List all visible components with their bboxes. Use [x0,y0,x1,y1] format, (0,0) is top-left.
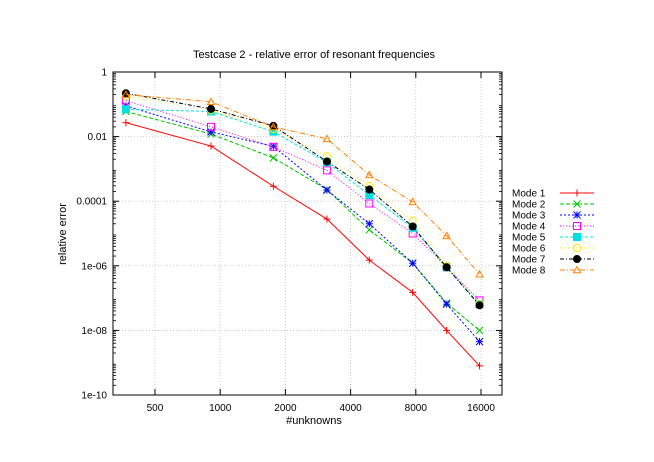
data-point [122,119,130,127]
legend-label: Mode 5 [512,233,546,244]
legend-label: Mode 4 [512,222,546,233]
y-tick-label: 1e-06 [81,261,107,272]
data-point [365,256,373,264]
legend-entry: Mode 8 [512,265,594,277]
legend-entry: Mode 5 [512,233,594,244]
y-tick-label: 0.0001 [76,197,107,208]
legend-entry: Mode 6 [512,244,594,255]
data-point [323,186,331,194]
legend-marker [573,222,581,230]
data-point [365,199,374,208]
data-point [443,326,451,334]
series-line [125,108,480,305]
data-point [206,97,216,106]
x-tick-label: 4000 [339,403,362,414]
data-point [442,231,451,240]
legend-entry: Mode 4 [512,222,594,233]
series-line [125,100,480,301]
x-tick-label: 500 [147,403,164,414]
series-line [125,95,480,305]
series-1 [122,119,484,370]
data-point [269,153,278,162]
legend-marker [573,255,581,263]
data-point [475,337,484,346]
series-4 [121,96,484,305]
legend-label: Mode 3 [512,211,546,222]
data-point [476,362,484,370]
data-point [322,134,332,143]
x-axis-label: #unknowns [286,415,342,427]
data-point [269,182,277,190]
series-group [121,89,484,370]
data-point [207,122,216,131]
data-point [408,222,417,231]
series-line [125,94,480,275]
axis-ticks: 500 1000 2000 4000 8000 16000 1e-10 1e-08 1e-06 0… [76,68,502,414]
grid [113,72,502,395]
data-point [365,225,374,234]
series-2 [122,107,484,335]
legend-label: Mode 2 [512,200,546,211]
data-point [442,263,451,272]
data-point [322,157,331,166]
legend-marker [573,211,581,219]
legend-label: Mode 1 [512,189,546,200]
data-point [365,219,374,228]
y-tick-label: 1 [101,68,107,79]
x-tick-label: 1000 [209,403,232,414]
legend-marker [573,233,581,241]
legend-marker [572,265,582,274]
series-3 [122,101,484,346]
data-point [207,142,215,150]
y-tick-label: 1e-10 [81,391,107,402]
data-point [269,122,278,131]
x-tick-label: 16000 [467,403,495,414]
data-point [408,197,418,206]
data-point [323,215,331,223]
data-point [269,142,278,151]
data-point [121,90,131,98]
x-tick-label: 8000 [405,403,428,414]
data-point [475,301,484,310]
y-tick-label: 1e-08 [81,326,107,337]
legend-entry: Mode 2 [512,200,594,211]
series-line [125,105,480,342]
series-7 [121,89,484,310]
series-8 [121,90,484,278]
data-point [475,326,484,335]
plot-frame [112,71,503,396]
legend-entry: Mode 1 [512,189,594,200]
data-point [207,128,215,136]
legend-marker [573,189,581,197]
data-point [408,259,417,268]
data-point [442,300,451,308]
series-line [125,110,480,331]
data-point [269,142,278,151]
data-point [365,185,374,194]
data-point [475,269,484,278]
legend-label: Mode 8 [512,266,546,277]
data-point [409,288,417,296]
legend-entry: Mode 3 [512,211,594,222]
data-point [121,105,130,114]
chart-title: Testcase 2 - relative error of resonant … [193,49,436,61]
legend-marker [573,244,581,252]
legend-marker [573,200,581,208]
series-line [125,122,480,367]
y-tick-label: 0.01 [88,132,108,143]
legend-label: Mode 7 [512,255,546,266]
series-line [125,92,480,306]
legend-label: Mode 6 [512,244,546,255]
data-point [322,166,331,175]
data-point [207,104,216,113]
x-tick-label: 2000 [274,403,297,414]
legend-entry: Mode 7 [512,255,594,266]
data-point [364,170,374,179]
series-6 [121,92,484,309]
y-axis-label: relative error [57,203,69,265]
